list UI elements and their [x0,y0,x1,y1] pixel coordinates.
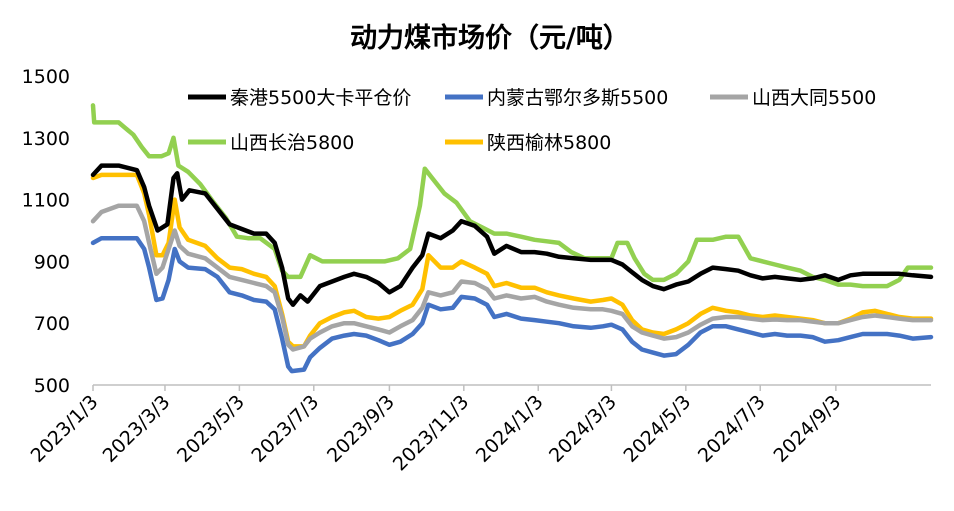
legend-label: 秦港5500大卡平仓价 [230,87,411,109]
y-tick-label: 900 [34,251,70,273]
x-tick-label: 2023/1/3 [27,391,103,467]
y-tick-label: 700 [34,313,70,335]
series-line [90,203,934,352]
legend: 秦港5500大卡平仓价 内蒙古鄂尔多斯5500 山西大同5500 山西长治5800 陕西… [188,87,876,154]
x-tick-label: 2024/9/3 [769,391,845,467]
x-tick-label: 2024/5/3 [619,391,695,467]
x-tick-label: 2024/3/3 [545,391,621,467]
x-tick-label: 2024/7/3 [694,391,770,467]
legend-label: 陕西榆林5800 [487,132,611,154]
legend-label: 山西长治5800 [230,132,354,154]
x-tick-label: 2023/9/3 [323,391,399,467]
y-tick-label: 1500 [22,66,70,88]
series-line [90,235,934,374]
x-tick-label: 2024/1/3 [472,391,548,467]
chart-title: 动力煤市场价（元/吨） [350,22,630,54]
legend-label: 内蒙古鄂尔多斯5500 [487,87,668,109]
legend-label: 山西大同5500 [752,87,876,109]
series-line [90,172,934,349]
x-tick-label: 2023/7/3 [247,391,323,467]
y-tick-label: 1300 [22,128,70,150]
y-tick-label: 500 [34,375,70,397]
x-tick-label: 2023/3/3 [99,391,175,467]
y-axis: 500 700 900 1100 1300 1500 [22,66,70,397]
y-tick-label: 1100 [22,190,70,212]
x-tick-label: 2023/5/3 [173,391,249,467]
x-tick-label: 2023/11/3 [389,391,473,475]
series-line [90,163,934,307]
series-lines [90,103,934,374]
